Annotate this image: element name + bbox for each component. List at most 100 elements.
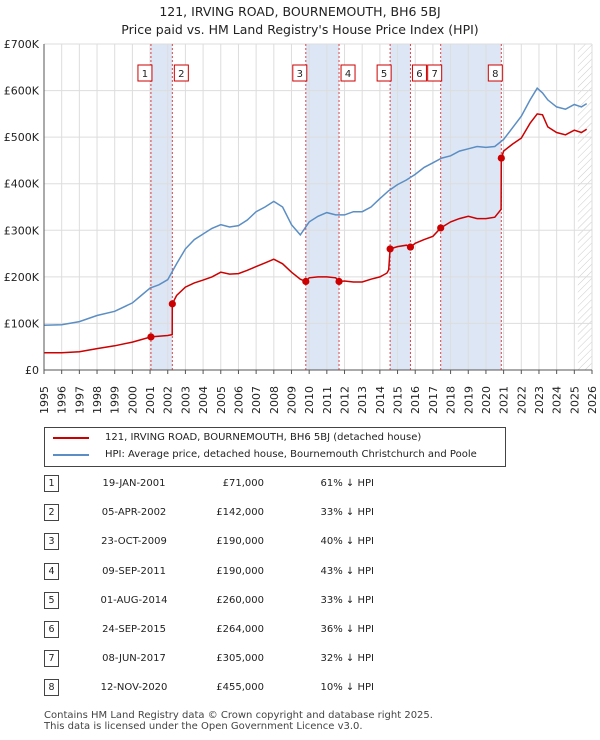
chart-legend: 121, IRVING ROAD, BOURNEMOUTH, BH6 5BJ (… <box>44 427 506 467</box>
y-tick-label: £200K <box>4 271 40 284</box>
x-tick-label: 2004 <box>197 386 210 414</box>
transaction-price: £190,000 <box>216 536 264 548</box>
x-tick-label: 2002 <box>162 386 175 414</box>
sale-label-border <box>411 64 427 82</box>
legend-line-hpi <box>53 454 89 456</box>
x-tick-label: 2007 <box>250 386 263 414</box>
x-tick-label: 1999 <box>109 386 122 414</box>
sale-label-box: 5 <box>376 64 392 82</box>
transaction-number: 3 <box>44 533 59 551</box>
transaction-price: £142,000 <box>216 507 264 519</box>
transaction-date: 09-SEP-2011 <box>102 565 166 577</box>
sale-label-text: 7 <box>431 69 437 80</box>
sale-label-box: 7 <box>427 64 443 82</box>
x-tick-label: 1996 <box>56 386 69 414</box>
transaction-row: 7 08-JUN-2017 £305,000 32% ↓ HPI <box>44 644 374 673</box>
x-tick-label: 2014 <box>374 386 387 414</box>
x-tick-label: 2013 <box>356 386 369 414</box>
sale-label-text: 8 <box>492 69 498 80</box>
x-tick-label: 1995 <box>38 386 51 414</box>
sale-label-box: 2 <box>173 64 189 82</box>
transaction-hpi: 40% ↓ HPI <box>320 536 374 548</box>
transaction-date: 19-JAN-2001 <box>102 478 166 490</box>
footer-licence: This data is licensed under the Open Gov… <box>44 721 363 732</box>
x-tick-label: 2001 <box>144 386 157 414</box>
transaction-hpi: 32% ↓ HPI <box>320 653 374 665</box>
y-tick-label: £500K <box>4 131 40 144</box>
transaction-number: 7 <box>44 650 59 668</box>
sale-label-box: 3 <box>292 64 308 82</box>
x-tick-label: 2022 <box>515 386 528 414</box>
x-tick-label: 2026 <box>586 386 599 414</box>
x-tick-label: 1998 <box>91 386 104 414</box>
transaction-hpi: 43% ↓ HPI <box>320 565 374 577</box>
transaction-date: 12-NOV-2020 <box>100 682 168 694</box>
sale-period-shade <box>440 44 502 370</box>
sale-point <box>302 277 310 286</box>
x-tick-label: 1997 <box>73 386 86 414</box>
transaction-row: 1 19-JAN-2001 £71,000 61% ↓ HPI <box>44 469 374 498</box>
transaction-number: 4 <box>44 562 59 580</box>
x-tick-label: 2025 <box>568 386 581 414</box>
transaction-price: £305,000 <box>216 653 264 665</box>
y-tick-label: £600K <box>4 85 40 98</box>
sale-label-box: 6 <box>411 64 427 82</box>
x-tick-label: 2000 <box>126 386 139 414</box>
transactions-table: 1 19-JAN-2001 £71,000 61% ↓ HPI 2 05-APR-2002… <box>44 469 374 703</box>
price-chart: 1 2 3 4 5 6 7 8 £0 £100K £200K £300K £400K £500K £600K… <box>4 38 599 414</box>
y-tick-label: £300K <box>4 224 40 237</box>
transaction-row: 4 09-SEP-2011 £190,000 43% ↓ HPI <box>44 557 374 586</box>
sale-label-text: 6 <box>416 69 422 80</box>
sale-point <box>335 277 343 286</box>
sale-label-text: 3 <box>297 69 303 80</box>
chart-subtitle: Price paid vs. HM Land Registry's House … <box>121 22 479 37</box>
sale-period-shade <box>305 44 340 370</box>
legend-item-property: 121, IRVING ROAD, BOURNEMOUTH, BH6 5BJ (… <box>45 430 505 446</box>
transaction-hpi: 10% ↓ HPI <box>320 682 374 694</box>
transaction-date: 24-SEP-2015 <box>102 624 166 636</box>
transaction-price: £190,000 <box>216 565 264 577</box>
y-tick-label: £100K <box>4 317 40 330</box>
transaction-hpi: 33% ↓ HPI <box>320 594 374 606</box>
transaction-date: 08-JUN-2017 <box>102 653 166 665</box>
hpi-series-line <box>43 87 588 327</box>
sale-label-border <box>487 64 503 82</box>
transaction-date: 23-OCT-2009 <box>101 536 167 548</box>
x-tick-label: 2023 <box>533 386 546 414</box>
transaction-price: £71,000 <box>222 478 264 490</box>
sale-point <box>406 243 415 251</box>
y-tick-label: £700K <box>4 38 40 51</box>
legend-label-property: 121, IRVING ROAD, BOURNEMOUTH, BH6 5BJ (… <box>105 432 422 443</box>
sale-label-border <box>137 64 153 82</box>
chart-title: 121, IRVING ROAD, BOURNEMOUTH, BH6 5BJ <box>159 4 441 19</box>
sale-point <box>147 333 155 341</box>
sale-label-text: 2 <box>178 69 184 80</box>
x-tick-label: 2005 <box>215 386 228 414</box>
x-tick-label: 2019 <box>462 386 475 414</box>
x-tick-label: 2006 <box>232 386 245 414</box>
sale-label-box: 4 <box>340 64 356 82</box>
sale-point <box>168 300 176 308</box>
sale-label-text: 4 <box>345 69 351 80</box>
transaction-row: 5 01-AUG-2014 £260,000 33% ↓ HPI <box>44 586 374 615</box>
x-tick-label: 2008 <box>268 386 281 414</box>
x-tick-label: 2003 <box>179 386 192 414</box>
sale-label-text: 1 <box>142 69 148 80</box>
x-tick-label: 2011 <box>321 386 334 414</box>
transaction-price: £260,000 <box>216 594 264 606</box>
x-tick-label: 2012 <box>339 386 352 414</box>
x-tick-label: 2024 <box>551 386 564 414</box>
sale-point <box>386 245 394 253</box>
x-tick-label: 2015 <box>392 386 405 414</box>
transaction-row: 3 23-OCT-2009 £190,000 40% ↓ HPI <box>44 527 374 556</box>
sale-label-border <box>376 64 392 82</box>
property-series-line <box>44 113 588 354</box>
forecast-region <box>577 44 592 370</box>
transaction-price: £264,000 <box>216 624 264 636</box>
x-tick-label: 2021 <box>498 386 511 414</box>
sale-label-border <box>340 64 356 82</box>
x-tick-label: 2010 <box>303 386 316 414</box>
transaction-hpi: 61% ↓ HPI <box>320 478 374 490</box>
transaction-row: 2 05-APR-2002 £142,000 33% ↓ HPI <box>44 498 374 527</box>
x-tick-label: 2009 <box>285 386 298 414</box>
